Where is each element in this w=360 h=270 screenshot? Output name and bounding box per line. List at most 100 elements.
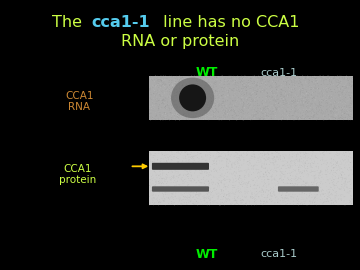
Point [189,99,195,103]
Point [188,167,194,171]
Point [302,166,308,171]
Point [343,161,348,165]
Point [300,170,305,175]
Point [312,90,318,94]
Point [266,86,272,90]
Point [199,167,205,171]
Point [347,188,352,193]
Point [148,88,154,92]
Point [205,84,211,88]
Point [177,152,183,157]
Point [288,81,294,85]
Point [299,99,305,104]
Point [300,83,306,87]
Point [253,104,259,108]
Point [279,177,284,182]
Point [279,193,284,198]
Point [220,103,226,108]
Point [194,113,200,117]
Point [281,79,287,83]
Point [211,104,217,108]
Point [327,189,333,193]
Point [294,112,300,116]
Point [148,107,153,112]
Point [335,113,341,117]
Point [189,91,194,96]
Point [193,193,199,197]
Point [178,92,184,97]
Point [281,200,287,204]
Point [271,195,276,200]
Point [265,105,270,109]
Point [189,102,195,106]
Point [285,177,291,181]
Point [197,88,203,92]
Point [204,153,210,158]
Point [193,199,199,203]
Point [223,170,229,174]
Point [323,82,328,86]
Point [231,194,237,199]
Point [244,153,250,157]
Point [222,152,228,156]
Point [150,178,156,183]
Point [317,92,323,96]
Point [294,183,300,187]
Point [178,185,184,190]
Point [275,180,280,184]
Point [161,116,167,120]
Point [274,86,280,90]
Point [199,94,204,98]
Point [314,111,319,116]
Point [229,89,235,93]
Point [153,101,158,106]
Point [255,111,261,116]
Point [149,100,155,105]
Point [189,84,195,88]
Point [304,97,310,102]
Point [312,77,318,81]
Point [312,98,318,103]
Point [204,202,210,206]
Point [233,190,239,194]
Point [186,196,192,201]
Point [314,169,320,174]
Point [180,81,185,85]
Point [285,101,291,105]
Point [151,197,157,201]
Point [278,87,284,92]
Point [242,192,248,196]
Point [272,193,278,198]
Point [281,107,287,111]
Point [263,171,269,175]
Point [172,92,177,96]
Point [168,108,174,112]
Point [176,82,182,86]
Point [324,117,329,121]
Point [259,186,265,191]
Point [289,107,294,112]
Point [158,115,163,120]
Point [264,81,269,85]
Point [296,168,301,173]
Point [198,192,204,196]
Point [224,87,230,91]
Point [298,89,304,93]
Point [281,106,287,111]
Point [157,178,163,183]
Point [244,93,249,97]
Point [309,115,315,119]
Point [320,158,325,162]
Point [343,112,348,116]
Point [274,191,280,195]
Point [249,106,255,110]
Point [211,80,217,84]
Point [153,111,158,115]
Point [224,101,230,106]
Point [301,162,306,166]
Point [346,118,351,122]
Point [198,92,204,96]
Point [153,99,158,103]
Point [279,178,285,183]
Point [224,200,229,204]
